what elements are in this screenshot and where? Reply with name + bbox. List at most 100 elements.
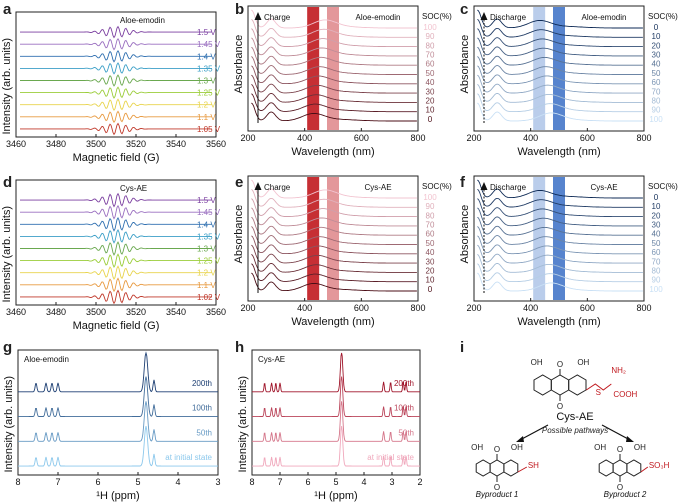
nmr-spectrum bbox=[18, 351, 218, 393]
uv-spectrum bbox=[477, 93, 643, 113]
x-tick-label: 3480 bbox=[46, 307, 66, 317]
soc-label: 40 bbox=[426, 78, 435, 87]
uv-title: Aloe-emodin bbox=[582, 13, 627, 22]
cycle-label: at initial state bbox=[165, 453, 212, 462]
uv-spectrum bbox=[477, 179, 643, 199]
soc-label: 70 bbox=[426, 221, 435, 230]
soc-label: 10 bbox=[652, 202, 661, 211]
byproduct-1-ring-left bbox=[475, 459, 491, 477]
epr-voltage-label: 1.1 V bbox=[197, 113, 216, 122]
byproduct-2-oh-left: OH bbox=[594, 443, 606, 452]
x-axis-label: Magnetic field (G) bbox=[73, 152, 160, 164]
uv-spectrum bbox=[477, 235, 643, 255]
epr-title: Aloe-emodin bbox=[120, 16, 165, 25]
soc-label: 30 bbox=[652, 51, 661, 60]
soc-label: 30 bbox=[426, 257, 435, 266]
x-tick-label: 600 bbox=[580, 303, 595, 313]
byproduct-2-ring-center bbox=[612, 459, 628, 477]
uv-spectrum bbox=[251, 102, 417, 122]
cys-ae-oxygen-top: O bbox=[557, 360, 563, 369]
epr-voltage-label: 1.5 V bbox=[197, 196, 216, 205]
epr-trace bbox=[20, 204, 212, 220]
epr-voltage-label: 1.4 V bbox=[197, 52, 216, 61]
byproduct-1-oh-right: OH bbox=[511, 443, 523, 452]
uv-spectrum bbox=[477, 74, 643, 94]
x-tick-label: 3520 bbox=[126, 139, 146, 149]
byproduct-2-oxygen-bottom: O bbox=[617, 483, 623, 492]
so3h-label: SO₃H bbox=[649, 461, 670, 470]
x-tick-label: 3500 bbox=[86, 307, 106, 317]
uv-spectrum bbox=[251, 18, 417, 38]
x-tick-label: 6 bbox=[305, 477, 310, 487]
x-tick-label: 600 bbox=[580, 133, 595, 143]
panel-letter-g: g bbox=[3, 339, 12, 356]
uv-title: Cys-AE bbox=[590, 183, 617, 192]
byproduct-1-label: Byproduct 1 bbox=[476, 490, 519, 499]
soc-label: 90 bbox=[652, 106, 661, 115]
uv-spectrum bbox=[477, 198, 643, 218]
x-axis-label: Magnetic field (G) bbox=[73, 320, 160, 332]
x-tick-label: 5 bbox=[333, 477, 338, 487]
x-tick-label: 200 bbox=[466, 303, 481, 313]
soc-label: 10 bbox=[426, 276, 435, 285]
soc-header: SOC(%) bbox=[422, 182, 452, 191]
soc-label: 50 bbox=[652, 239, 661, 248]
soc-label: 60 bbox=[652, 248, 661, 257]
so3h-bond bbox=[640, 466, 649, 473]
uv-band bbox=[553, 7, 565, 130]
uv-spectrum bbox=[477, 65, 643, 85]
x-tick-label: 400 bbox=[523, 303, 538, 313]
pathway-arrow-left bbox=[519, 424, 549, 441]
x-tick-label: 800 bbox=[410, 133, 425, 143]
uv-spectrum bbox=[251, 37, 417, 57]
uv-band bbox=[533, 177, 546, 300]
x-tick-label: 3540 bbox=[166, 307, 186, 317]
panel-letter-b: b bbox=[235, 1, 244, 18]
nmr-spectrum bbox=[252, 376, 420, 418]
uv-spectrum bbox=[477, 9, 643, 29]
y-axis-label: Intensity (arb. units) bbox=[3, 376, 15, 473]
sh-label: SH bbox=[528, 461, 539, 470]
soc-label: 40 bbox=[426, 248, 435, 257]
cys-ae-title: Cys-AE bbox=[556, 411, 593, 423]
uv-spectrum bbox=[251, 179, 417, 199]
uv-spectrum bbox=[477, 254, 643, 273]
nmr-plot-frame bbox=[17, 349, 219, 476]
uv-spectrum bbox=[251, 216, 417, 236]
soc-label: 20 bbox=[652, 211, 661, 220]
panel-letter-h: h bbox=[235, 339, 244, 356]
byproduct-2-label: Byproduct 2 bbox=[604, 490, 647, 499]
epr-trace bbox=[20, 74, 212, 87]
epr-voltage-label: 1.35 V bbox=[197, 64, 221, 73]
uv-spectrum bbox=[251, 46, 417, 66]
epr-voltage-label: 1.2 V bbox=[197, 269, 216, 278]
cycle-label: 100th bbox=[192, 404, 212, 413]
x-axis-label: Wavelength (nm) bbox=[517, 146, 600, 158]
uv-spectrum bbox=[477, 226, 643, 245]
uv-plot-frame bbox=[247, 5, 419, 132]
x-tick-label: 800 bbox=[410, 303, 425, 313]
epr-trace bbox=[20, 110, 212, 124]
arrow-head bbox=[626, 436, 634, 442]
uv-spectrum bbox=[477, 18, 643, 38]
uv-spectrum bbox=[477, 188, 643, 208]
uv-spectrum bbox=[251, 272, 417, 292]
epr-trace bbox=[20, 86, 212, 99]
direction-label: Discharge bbox=[490, 13, 527, 22]
cys-side-chain bbox=[586, 383, 612, 391]
panel-letter-e: e bbox=[235, 174, 243, 191]
epr-voltage-label: 1.45 V bbox=[197, 40, 221, 49]
x-tick-label: 400 bbox=[297, 133, 312, 143]
uv-spectrum bbox=[477, 207, 643, 227]
byproduct-1-ring-center bbox=[489, 459, 505, 477]
uv-plot-frame bbox=[473, 175, 645, 302]
soc-label: 80 bbox=[426, 211, 435, 220]
x-tick-label: 200 bbox=[240, 303, 255, 313]
epr-title: Cys-AE bbox=[120, 184, 147, 193]
arrow-head bbox=[254, 182, 262, 190]
x-axis-label: ¹H (ppm) bbox=[314, 490, 357, 502]
cys-ae-oh-right: OH bbox=[577, 358, 589, 367]
x-tick-label: 400 bbox=[297, 303, 312, 313]
x-tick-label: 3560 bbox=[206, 307, 226, 317]
x-tick-label: 3460 bbox=[6, 307, 26, 317]
